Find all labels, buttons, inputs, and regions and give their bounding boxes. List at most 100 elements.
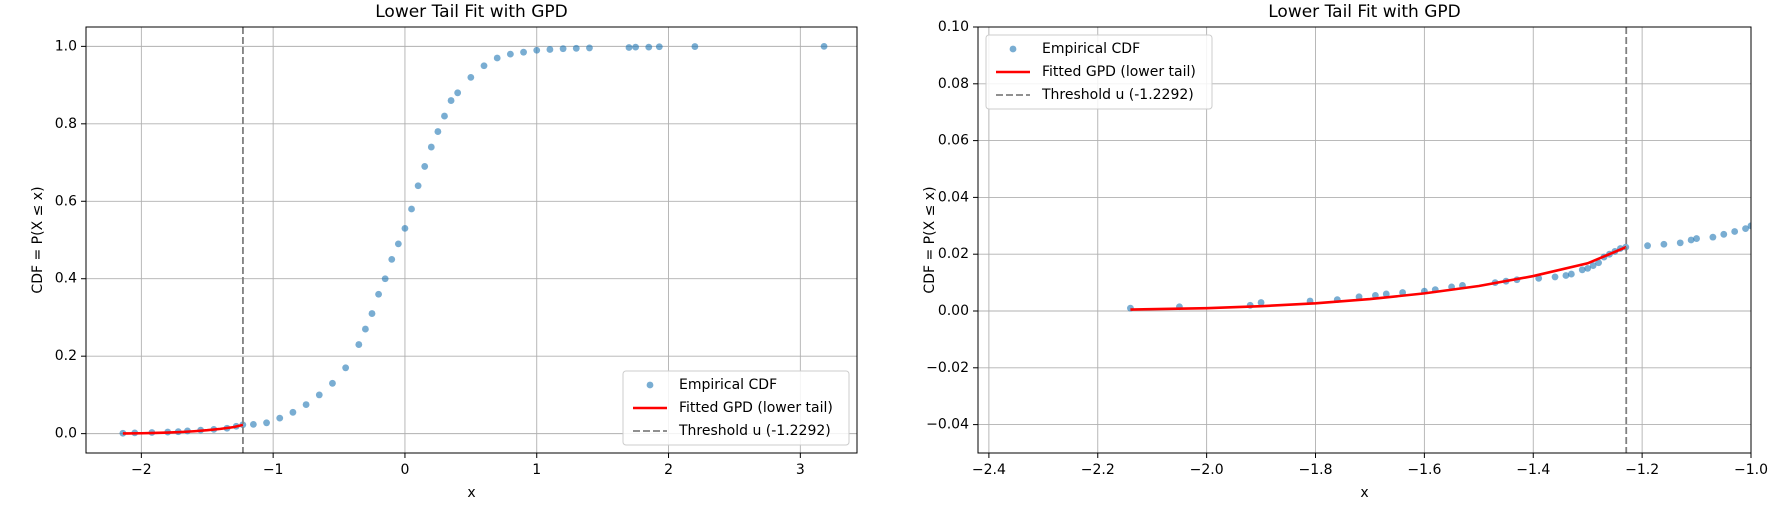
data-point <box>454 89 462 97</box>
data-point <box>1644 242 1651 250</box>
y-tick-label: 0.0 <box>55 426 77 442</box>
data-point <box>1731 228 1739 235</box>
axes-frame <box>85 26 858 454</box>
data-point <box>427 143 435 151</box>
data-point <box>302 401 310 408</box>
y-tick-label: 0.10 <box>938 19 969 35</box>
data-point <box>467 73 475 81</box>
y-tick-label: 0.08 <box>938 76 969 92</box>
data-point <box>1660 240 1668 248</box>
x-tick-label: −2.4 <box>972 462 1006 478</box>
data-point <box>263 419 270 427</box>
fit-line <box>1130 245 1627 311</box>
data-point <box>820 42 828 50</box>
x-axis-label: x <box>1360 485 1368 501</box>
data-point <box>315 391 323 399</box>
legend-marker <box>646 381 654 389</box>
x-tick-label: −1.2 <box>1625 462 1659 478</box>
x-tick-label: −2.0 <box>1190 462 1224 478</box>
data-point <box>368 310 376 317</box>
data-point <box>1551 273 1559 281</box>
data-point <box>655 43 663 51</box>
data-point <box>1584 265 1592 272</box>
fit-line <box>122 423 244 435</box>
data-point <box>1257 299 1265 306</box>
data-point <box>1535 274 1543 282</box>
data-point <box>480 62 488 70</box>
subplot: −2.4 −2.2 −2.0 −1.8 −1.6 −1.4 −1.2 −1.0 −0.04 −0.… <box>922 2 1768 501</box>
data-point <box>1747 222 1751 230</box>
legend-label: Fitted GPD (lower tail) <box>679 400 833 416</box>
x-tick-label: 0 <box>400 462 409 478</box>
x-tick-label: −2.2 <box>1081 462 1115 478</box>
legend: Empirical CDF Fitted GPD (lower tail) Thre… <box>985 34 1213 110</box>
legend-box <box>622 370 850 446</box>
x-tick-label: −1.8 <box>1299 462 1333 478</box>
data-point <box>1693 235 1700 242</box>
data-point <box>375 290 382 298</box>
y-tick-label: 0.8 <box>55 116 77 132</box>
data-point <box>355 341 363 348</box>
data-point <box>691 43 699 50</box>
y-tick-label: 0.00 <box>938 303 969 319</box>
data-point <box>441 112 448 120</box>
data-point <box>632 43 639 51</box>
data-point <box>1720 230 1728 238</box>
data-point <box>276 414 284 422</box>
data-point <box>249 420 257 428</box>
data-point <box>394 240 402 248</box>
data-point <box>1382 290 1390 298</box>
subplot: −2 −1 0 1 2 3 0.0 0.2 0.4 0.6 0.8 1.0 Lower Tail Fit… <box>30 2 858 501</box>
x-tick-label: −1.4 <box>1516 462 1550 478</box>
data-point <box>1687 236 1695 244</box>
y-tick-label: 1.0 <box>55 38 77 54</box>
data-point <box>645 43 653 51</box>
legend-marker <box>1009 45 1017 53</box>
y-tick-label: 0.4 <box>55 271 77 287</box>
data-point <box>625 44 633 51</box>
y-tick-label: 0.2 <box>55 348 77 364</box>
y-axis-label: CDF = P(X ≤ x) <box>922 186 938 293</box>
data-point <box>1578 266 1586 274</box>
data-point <box>533 46 541 54</box>
data-point <box>408 205 415 213</box>
data-point <box>1676 239 1684 247</box>
x-tick-label: −2 <box>131 462 152 478</box>
y-tick-label: 0.06 <box>938 133 969 149</box>
plot-area <box>119 27 828 453</box>
data-point <box>421 163 429 170</box>
data-point <box>342 364 350 372</box>
legend: Empirical CDF Fitted GPD (lower tail) Thre… <box>622 370 850 446</box>
data-point <box>546 46 554 53</box>
y-tick-label: 0.04 <box>938 189 969 205</box>
x-tick-label: −1.6 <box>1407 462 1441 478</box>
data-point <box>506 50 514 58</box>
x-tick-label: −1.0 <box>1734 462 1768 478</box>
legend-label: Threshold u (-1.2292) <box>678 423 831 439</box>
data-point <box>1742 225 1749 233</box>
data-point <box>414 182 422 190</box>
x-tick-label: 1 <box>532 462 541 478</box>
data-point <box>401 224 409 232</box>
data-point <box>520 48 527 56</box>
data-point <box>1562 272 1570 279</box>
data-point <box>1709 233 1717 241</box>
data-point <box>586 44 593 52</box>
data-point <box>493 54 501 62</box>
x-tick-label: 2 <box>664 462 673 478</box>
legend-label: Empirical CDF <box>1042 41 1140 57</box>
x-tick-label: 3 <box>796 462 805 478</box>
data-point <box>572 44 580 52</box>
y-axis-label: CDF = P(X ≤ x) <box>30 186 46 293</box>
data-point <box>1595 259 1602 267</box>
data-point <box>381 275 389 283</box>
x-axis-label: x <box>467 485 475 501</box>
data-point <box>388 255 396 263</box>
legend-label: Empirical CDF <box>679 377 777 393</box>
data-point <box>329 379 336 387</box>
legend-label: Threshold u (-1.2292) <box>1041 87 1194 103</box>
legend-box <box>985 34 1213 110</box>
y-tick-label: 0.6 <box>55 193 77 209</box>
data-point <box>1567 270 1575 278</box>
